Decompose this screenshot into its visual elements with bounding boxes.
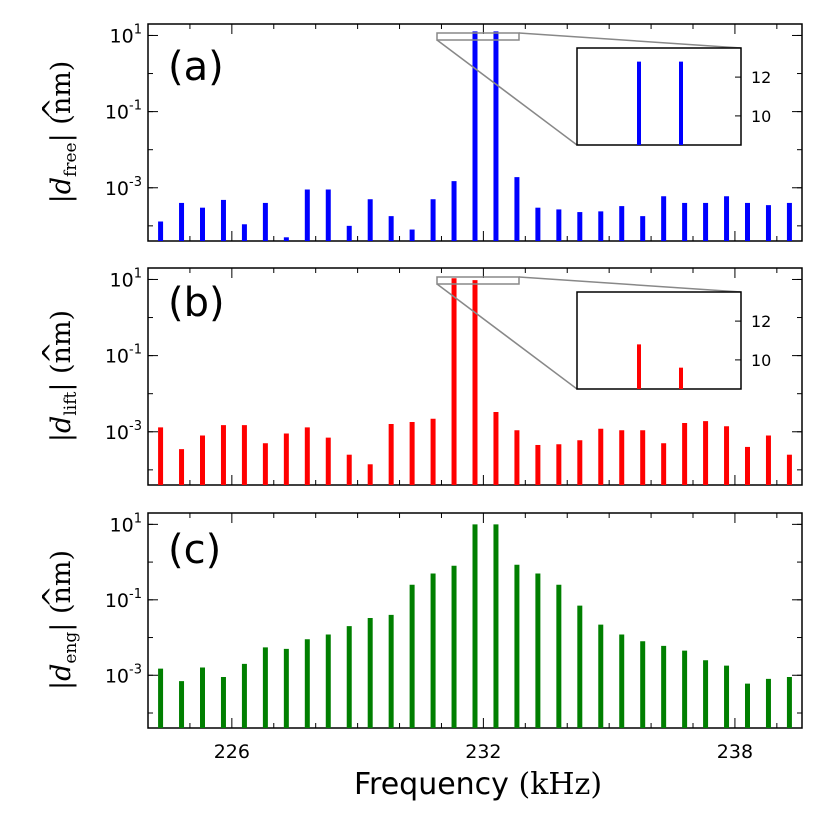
x-tick-label: 226 [214,741,250,763]
inset-tick-label: 12 [751,312,771,331]
hat-accent: ^ [38,341,69,364]
tick-group: 101 10-1 10-3 [105,22,802,241]
inset-plot: 12 10 [436,276,771,390]
y-axis-label: |dlift| (nm) [46,310,81,442]
panel-a: 101 10-1 10-3 (a) |dfree| (nm) ^ 12 10 [38,22,803,242]
x-axis-label: Frequency (kHz) [354,767,602,802]
y-axis-label: |deng| (nm) [46,550,81,690]
tick-group: 101 10-1 10-3 [105,511,802,728]
y-axis-label: |dfree| (nm) [46,61,81,204]
zoom-connector [436,39,578,146]
bar-group [158,31,792,241]
inset-tick-label: 12 [751,68,771,87]
y-tick-label: 10-3 [105,175,142,200]
y-tick-label: 101 [110,22,142,47]
y-tick-label: 10-1 [105,587,142,612]
panel-label: (a) [168,44,224,90]
hat-accent: ^ [38,97,69,120]
inset-tick-label: 10 [751,107,771,126]
panel-b: 101 10-1 10-3 (b) |dlift| (nm) ^ 12 10 [38,266,803,486]
panel-label: (c) [168,527,221,573]
x-tick-label: 238 [717,741,753,763]
bar-group [158,278,792,485]
panel-label: (b) [168,280,225,326]
zoom-connector [436,283,578,390]
zoom-box [436,276,520,285]
y-tick-label: 101 [110,266,142,291]
zoom-connector [518,276,742,293]
x-axis: 226 232 238 [214,741,753,763]
y-tick-label: 101 [110,511,142,536]
panel-c: 101 10-1 10-3 (c) |deng| (nm) ^ [38,511,803,729]
inset-frame [576,291,742,390]
y-tick-label: 10-3 [105,419,142,444]
inset-tick-label: 10 [751,351,771,370]
x-tick-label: 232 [465,741,501,763]
hat-accent: ^ [38,585,69,608]
bar-group [158,524,792,728]
y-tick-label: 10-1 [105,343,142,368]
y-tick-label: 10-3 [105,662,142,687]
inset-frame [576,47,742,146]
inset-plot: 12 10 [436,32,771,146]
y-tick-label: 10-1 [105,99,142,124]
zoom-connector [518,32,742,49]
tick-group: 101 10-1 10-3 [105,266,802,485]
zoom-box [436,32,520,41]
